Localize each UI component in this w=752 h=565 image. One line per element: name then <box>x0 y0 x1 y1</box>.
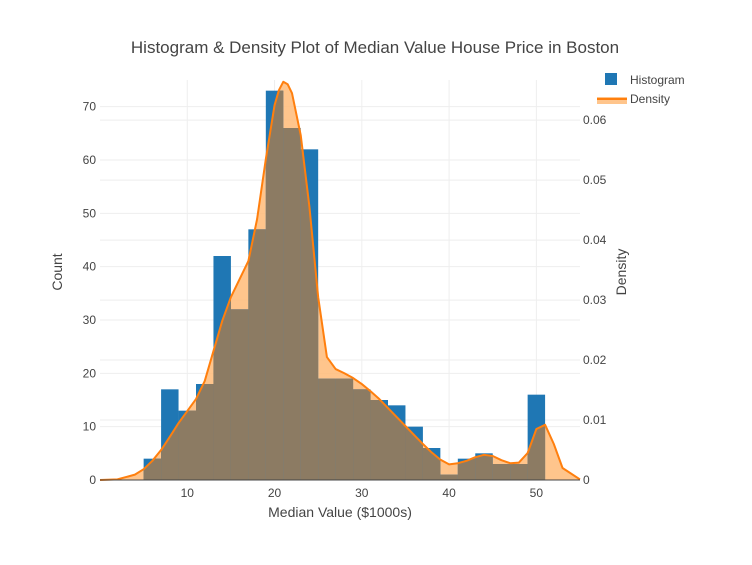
histogram-bar-overlap <box>492 464 511 480</box>
legend-density-swatch-fill[interactable] <box>597 97 627 104</box>
y-tick-label: 50 <box>83 206 97 220</box>
density-line-group[interactable] <box>99 80 581 481</box>
y-tick-label: 40 <box>83 260 97 274</box>
y2-tick-label: 0.04 <box>583 233 607 247</box>
histogram-bar-overlap <box>475 453 493 480</box>
x-tick-label: 50 <box>530 486 544 500</box>
histogram-bar-overlap <box>318 378 336 480</box>
tick-labels-group: 10 20 30 40 50 0 10 20 30 40 50 60 70 0 0.01 0.02 0.03 0.… <box>83 100 607 500</box>
y-tick-label: 30 <box>83 313 97 327</box>
legend[interactable]: Histogram Density <box>597 73 685 106</box>
density-line[interactable] <box>99 80 581 481</box>
legend-histogram-label[interactable]: Histogram <box>630 73 685 87</box>
y-tick-label: 20 <box>83 366 97 380</box>
y2-tick-label: 0.01 <box>583 413 607 427</box>
histogram-bar-overlap <box>440 474 458 480</box>
y-tick-label: 70 <box>83 100 97 114</box>
overlap-bars-group <box>143 90 546 480</box>
x-axis-title: Median Value ($1000s) <box>268 504 412 520</box>
legend-density-label[interactable]: Density <box>630 92 670 106</box>
histogram-bar-overlap <box>283 128 301 480</box>
x-tick-label: 10 <box>181 486 195 500</box>
x-tick-label: 30 <box>355 486 369 500</box>
y2-tick-label: 0.06 <box>583 113 607 127</box>
y-tick-label: 10 <box>83 420 97 434</box>
y2-tick-label: 0.03 <box>583 293 607 307</box>
y2-tick-label: 0.05 <box>583 173 607 187</box>
histogram-bar-overlap <box>388 405 406 480</box>
histogram-bar-overlap <box>457 458 476 480</box>
histogram-bar-overlap <box>248 229 266 480</box>
histogram-bar-overlap <box>196 384 214 480</box>
y2-tick-label: 0 <box>583 473 590 487</box>
y2-axis-title: Density <box>613 249 629 296</box>
y-tick-label: 60 <box>83 153 97 167</box>
histogram-bar-overlap <box>370 400 388 480</box>
chart-title: Histogram & Density Plot of Median Value… <box>131 38 619 57</box>
x-tick-label: 40 <box>442 486 456 500</box>
histogram-bar-overlap <box>510 464 528 480</box>
legend-histogram-swatch[interactable] <box>605 73 617 85</box>
histogram-bar-overlap <box>230 309 249 480</box>
x-tick-label: 20 <box>268 486 282 500</box>
y-axis-title: Count <box>49 253 65 290</box>
y-tick-label: 0 <box>89 473 96 487</box>
histogram-bar-overlap <box>265 90 284 480</box>
y2-tick-label: 0.02 <box>583 353 607 367</box>
histogram-bar-overlap <box>178 410 196 480</box>
histogram-bar-overlap <box>353 389 371 480</box>
histogram-bar-overlap <box>335 378 354 480</box>
